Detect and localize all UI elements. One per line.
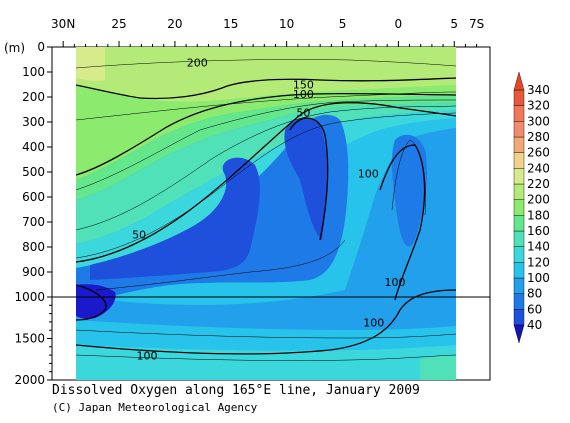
contour-label: 100 (385, 276, 406, 289)
band-40 (76, 284, 116, 319)
y-tick-label: 900 (22, 265, 45, 279)
y-tick-label: 200 (22, 90, 45, 104)
colorbar-label: 60 (527, 302, 542, 316)
colorbar-label: 140 (527, 240, 550, 254)
contour-thin-4 (76, 112, 456, 259)
colorbar-label: 100 (527, 271, 550, 285)
colorbar-label: 80 (527, 287, 542, 301)
x-tick-label: 7S (469, 17, 484, 31)
contour-thin-1 (76, 91, 456, 121)
colorbar-segment (513, 309, 525, 326)
oxygen-field (76, 47, 456, 380)
colorbar-segment (513, 199, 525, 216)
x-tick-label: 5 (339, 17, 347, 31)
colorbar-label: 180 (527, 208, 550, 222)
y-tick-label: 700 (22, 215, 45, 229)
contour-100-deep (76, 289, 456, 355)
y-tick-label: 500 (22, 165, 45, 179)
colorbar-segment (513, 136, 525, 153)
colorbar-label: 320 (527, 99, 550, 113)
contour-label: 100 (136, 350, 157, 363)
x-tick-label: 25 (111, 17, 126, 31)
y-tick-label: 300 (22, 115, 45, 129)
colorbar-under-arrow (513, 324, 525, 344)
y-tick-label: 400 (22, 140, 45, 154)
contour-thin-8 (76, 59, 456, 69)
colorbar-label: 160 (527, 224, 550, 238)
colorbar-segment (513, 293, 525, 310)
y-tick-label: 1500 (14, 332, 45, 346)
y-tick-label: 600 (22, 190, 45, 204)
contour-200 (76, 77, 456, 100)
band-60-upper (284, 117, 328, 240)
x-tick-label: 0 (395, 17, 403, 31)
contour-100 (76, 102, 456, 263)
colorbar-segment (513, 277, 525, 294)
colorbar-segment (513, 215, 525, 232)
colorbar-label: 120 (527, 255, 550, 269)
contour-50 (76, 284, 107, 321)
contour-label: 150 (293, 79, 314, 92)
colorbar-segment (513, 89, 525, 106)
contour-label: 100 (358, 167, 379, 180)
contour-label: 50 (132, 229, 146, 242)
contour-thin-6 (76, 329, 456, 339)
band-180 (76, 95, 456, 200)
colorbar-label: 280 (527, 130, 550, 144)
colorbar-segment (513, 105, 525, 122)
contour-100-right (379, 144, 426, 301)
contour-label: 100 (363, 317, 384, 330)
colorbar-label: 220 (527, 177, 550, 191)
band-60 (90, 157, 260, 280)
contour-thin-5 (95, 239, 346, 291)
colorbar-segment (513, 230, 525, 247)
colorbar-segment (513, 246, 525, 263)
contour-thin-2 (76, 99, 456, 191)
x-tick-label: 5 (450, 17, 458, 31)
colorbar-segment (513, 152, 525, 169)
x-tick-group: 30N 25 20 15 10 5 0 5 7S (51, 17, 484, 47)
credit-text: (C) Japan Meteorological Agency (52, 401, 258, 414)
contour-50-core (289, 117, 329, 241)
colorbar-segment (513, 121, 525, 138)
y-tick-label: 2000 (14, 373, 45, 387)
band-160 (76, 103, 456, 244)
colorbar-segment (513, 262, 525, 279)
colorbar-label: 40 (527, 318, 542, 332)
y-tick-label: 1000 (14, 290, 45, 304)
colorbar-over-arrow (513, 71, 525, 91)
chart-title: Dissolved Oxygen along 165°E line, Janua… (52, 383, 420, 398)
x-tick-label: 10 (279, 17, 294, 31)
y-tick-label: 800 (22, 240, 45, 254)
band-deep-140 (76, 344, 456, 380)
y-tick-label: 0 (37, 40, 45, 54)
colorbar-label: 260 (527, 146, 550, 160)
band-equatorial-tongue (391, 134, 427, 247)
x-tick-label: 20 (167, 17, 182, 31)
contour-150 (76, 92, 456, 176)
band-deep-160 (420, 355, 456, 380)
colorbar-label: 200 (527, 193, 550, 207)
y-tick-label: 100 (22, 65, 45, 79)
contour-label: 100 (293, 88, 314, 101)
x-tick-label: 30N (51, 17, 75, 31)
colorbar-label: 300 (527, 114, 550, 128)
y-axis-unit: (m) (4, 41, 25, 55)
y-tick-group: 0 100 200 300 400 500 600 700 800 900 1000 1500 2000 (14, 40, 52, 387)
band-240 (76, 47, 105, 81)
contour-label: 200 (187, 57, 208, 70)
x-tick-label: 15 (223, 17, 238, 31)
colorbar-segment (513, 168, 525, 185)
colorbar-segment (513, 183, 525, 200)
contour-label: 50 (296, 107, 310, 120)
colorbar-label: 340 (527, 83, 550, 97)
colorbar: 4060801001201401601802002202402602803003… (513, 71, 550, 344)
contour-thin-7 (76, 354, 456, 361)
colorbar-label: 240 (527, 161, 550, 175)
